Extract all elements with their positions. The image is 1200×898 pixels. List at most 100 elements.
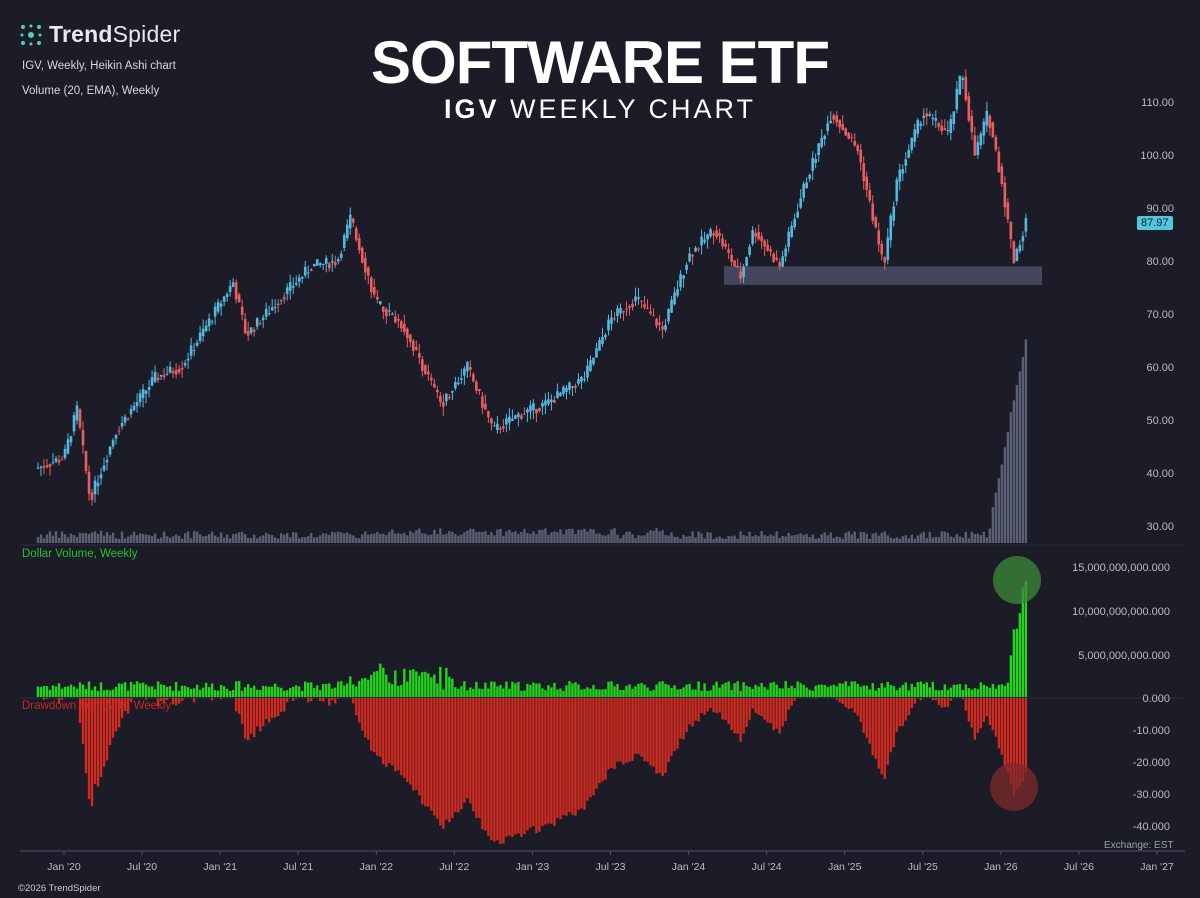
volume-bar [346,532,349,543]
candle-body [934,118,938,121]
drawdown-bar [526,698,529,831]
candle-body [1009,221,1013,240]
candle-body [282,297,286,300]
drawdown-bar [273,698,277,718]
candle-body [1015,248,1019,261]
candle-body [342,235,346,248]
drawdown-bar [328,698,331,706]
volume-bar [436,533,439,543]
volume-bar [469,528,472,543]
volume-bar [39,534,43,543]
drawdown-bar [559,698,562,820]
volume-bar [216,537,220,543]
drawdown-bar [934,698,937,701]
drawdown-bar [249,698,253,734]
drawdown-bar [595,698,598,789]
candle-body [481,396,484,408]
dollar-volume-bar [742,682,745,697]
candle-body [1000,166,1004,184]
drawdown-bar [481,698,484,830]
volume-bar [180,538,184,543]
drawdown-bar [646,698,649,762]
drawdown-bar [1000,698,1004,755]
candle-body [357,238,361,251]
drawdown-bar [87,698,91,800]
drawdown-bar [388,698,391,764]
volume-bar [298,538,301,543]
volume-bar [823,532,826,543]
volume-bar [634,538,637,543]
y-axis-labels: 110.00 100.00 90.00 80.00 70.00 60.00 50.00 40.… [1072,97,1174,833]
candle-body [117,430,121,432]
candle-body [589,360,592,371]
exchange-label: Exchange: EST [1104,840,1174,851]
dollar-volume-bar [216,690,220,697]
dollar-volume-bar [1015,628,1019,697]
dollar-volume-bar [436,683,439,697]
drawdown-bar [748,698,751,720]
dollar-volume-bar [811,690,814,697]
volume-bar [829,532,832,543]
dollar-volume-bar [439,666,442,697]
dollar-volume-bar [613,686,616,697]
volume-bar [42,538,46,543]
drawdown-bar [111,698,115,738]
volume-bar [700,533,703,543]
volume-bar [571,528,574,543]
candle-body [910,137,914,150]
dollar-volume-bar [523,690,526,697]
candle-body [150,377,154,386]
volume-bar [63,534,67,543]
volume-bar [874,532,877,543]
candle-body [553,400,556,403]
drawdown-bar [475,698,478,818]
candle-body [748,246,751,255]
drawdown-bar [697,698,700,722]
drawdown-bar [60,698,64,700]
volume-bar [445,533,448,543]
volume-bar [532,531,535,543]
candle-body [874,216,878,228]
candle-body [318,263,322,266]
drawdown-bar [586,698,589,801]
volume-bar [451,532,454,543]
drawdown-bar [874,698,877,759]
volume-bar [775,531,778,543]
drawdown-bar [264,698,268,720]
dollar-volume-bar [298,686,301,697]
dollar-volume-bar [346,683,349,697]
volume-bar [841,538,844,543]
dollar-volume-bar [490,681,493,697]
candle-body [880,243,884,255]
dollar-volume-bar [87,681,91,697]
volume-bar [901,536,904,543]
volume-bar [93,531,97,543]
drawdown-bar [292,698,295,701]
dollar-volume-bar [99,682,103,697]
volume-bar [57,537,61,543]
volume-bar [313,537,316,543]
candle-body [237,294,241,303]
candle-body [48,464,52,467]
dollar-volume-bar [273,683,277,697]
candle-body [430,377,433,381]
volume-bar [406,535,409,543]
volume-bar [141,533,145,543]
candle-body [832,115,836,120]
dollar-volume-bar [156,681,160,697]
drawdown-bar [93,698,97,784]
volume-bar [511,532,514,543]
volume-bar [613,528,616,543]
volume-bar [487,534,490,543]
volume-bar [574,533,577,543]
drawdown-bar [499,698,502,845]
dollar-volume-bar [252,685,256,697]
volume-bar [430,534,433,543]
candle-body [387,310,391,312]
candle-body [433,383,436,388]
page-title: SOFTWARE ETF [371,29,830,96]
dollar-volume-axis-label: 5,000,000,000.000 [1078,650,1170,662]
candle-body [946,130,950,132]
volume-bar [358,538,361,543]
drawdown-bar [418,698,421,796]
